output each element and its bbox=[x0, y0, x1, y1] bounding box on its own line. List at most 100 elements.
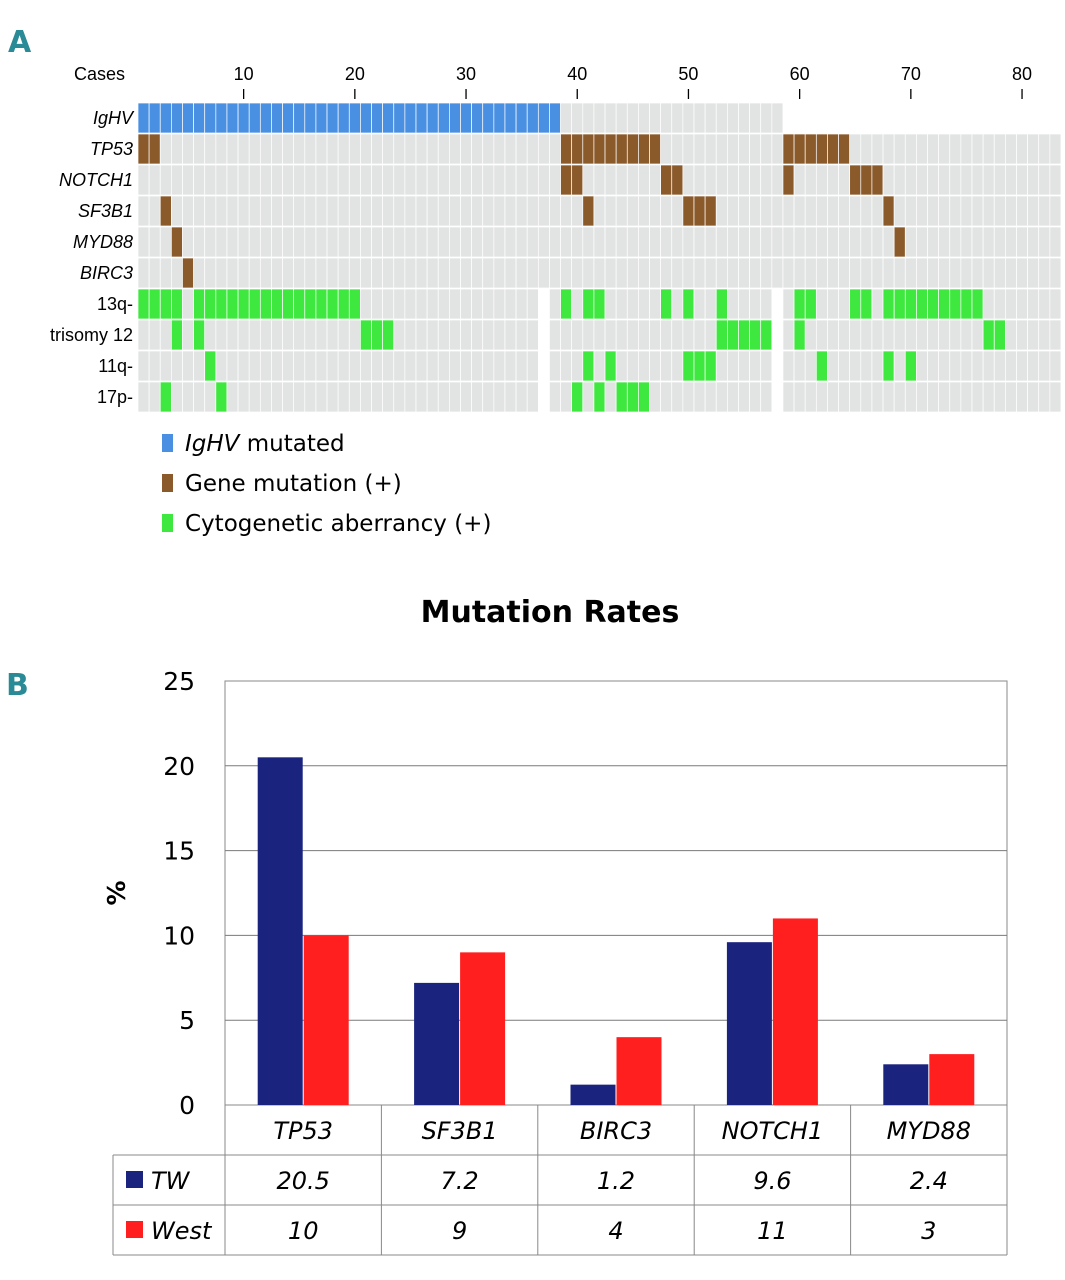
panel-b-label: B bbox=[6, 668, 29, 703]
empty-cell bbox=[394, 351, 405, 381]
empty-cell bbox=[527, 351, 538, 381]
empty-cell bbox=[1005, 227, 1016, 257]
empty-cell bbox=[472, 196, 483, 226]
empty-cell bbox=[1039, 382, 1050, 412]
positive-cell bbox=[972, 289, 983, 319]
empty-cell bbox=[994, 382, 1005, 412]
empty-cell bbox=[1005, 289, 1016, 319]
empty-cell bbox=[627, 103, 638, 133]
empty-cell bbox=[805, 351, 816, 381]
row-label: BIRC3 bbox=[80, 263, 133, 283]
positive-cell bbox=[160, 289, 171, 319]
empty-cell bbox=[460, 227, 471, 257]
empty-cell bbox=[627, 227, 638, 257]
empty-cell bbox=[405, 258, 416, 288]
empty-cell bbox=[138, 196, 149, 226]
positive-cell bbox=[205, 103, 216, 133]
empty-cell bbox=[427, 196, 438, 226]
empty-cell bbox=[260, 165, 271, 195]
empty-cell bbox=[716, 227, 727, 257]
positive-cell bbox=[816, 351, 827, 381]
empty-cell bbox=[438, 196, 449, 226]
empty-cell bbox=[1016, 227, 1027, 257]
empty-cell bbox=[727, 227, 738, 257]
y-tick-label: 10 bbox=[163, 921, 195, 950]
empty-cell bbox=[839, 258, 850, 288]
chart-title: Mutation Rates bbox=[421, 595, 680, 630]
positive-cell bbox=[194, 103, 205, 133]
empty-cell bbox=[950, 382, 961, 412]
empty-cell bbox=[327, 258, 338, 288]
positive-cell bbox=[294, 289, 305, 319]
y-tick-label: 25 bbox=[163, 667, 195, 696]
empty-cell bbox=[905, 196, 916, 226]
empty-cell bbox=[705, 165, 716, 195]
positive-cell bbox=[616, 134, 627, 164]
empty-cell bbox=[271, 382, 282, 412]
empty-cell bbox=[160, 351, 171, 381]
empty-cell bbox=[338, 351, 349, 381]
empty-cell bbox=[372, 382, 383, 412]
empty-cell bbox=[794, 351, 805, 381]
empty-cell bbox=[750, 103, 761, 133]
empty-cell bbox=[650, 227, 661, 257]
positive-cell bbox=[438, 103, 449, 133]
empty-cell bbox=[661, 351, 672, 381]
empty-cell bbox=[794, 382, 805, 412]
empty-cell bbox=[638, 320, 649, 350]
empty-cell bbox=[839, 227, 850, 257]
empty-cell bbox=[383, 227, 394, 257]
empty-cell bbox=[316, 320, 327, 350]
empty-cell bbox=[394, 134, 405, 164]
empty-cell bbox=[438, 258, 449, 288]
empty-cell bbox=[316, 196, 327, 226]
empty-cell bbox=[627, 165, 638, 195]
empty-cell bbox=[772, 103, 783, 133]
empty-cell bbox=[705, 258, 716, 288]
empty-cell bbox=[516, 165, 527, 195]
empty-cell bbox=[316, 382, 327, 412]
positive-cell bbox=[883, 351, 894, 381]
empty-cell bbox=[772, 196, 783, 226]
empty-cell bbox=[650, 165, 661, 195]
empty-cell bbox=[360, 258, 371, 288]
empty-cell bbox=[750, 196, 761, 226]
bar-tw bbox=[883, 1064, 928, 1105]
empty-cell bbox=[872, 320, 883, 350]
row-label: TP53 bbox=[90, 139, 133, 159]
empty-cell bbox=[138, 351, 149, 381]
empty-cell bbox=[905, 382, 916, 412]
empty-cell bbox=[182, 134, 193, 164]
empty-cell bbox=[1005, 351, 1016, 381]
empty-cell bbox=[594, 227, 605, 257]
empty-cell bbox=[672, 134, 683, 164]
positive-cell bbox=[416, 103, 427, 133]
empty-cell bbox=[483, 258, 494, 288]
empty-cell bbox=[650, 289, 661, 319]
positive-cell bbox=[494, 103, 505, 133]
positive-cell bbox=[138, 289, 149, 319]
y-tick-label: 20 bbox=[163, 752, 195, 781]
value-cell: 4 bbox=[608, 1217, 623, 1245]
empty-cell bbox=[149, 382, 160, 412]
empty-cell bbox=[983, 351, 994, 381]
empty-cell bbox=[372, 258, 383, 288]
empty-cell bbox=[360, 165, 371, 195]
empty-cell bbox=[160, 258, 171, 288]
empty-cell bbox=[483, 227, 494, 257]
case-tick-label: 30 bbox=[456, 64, 476, 84]
empty-cell bbox=[283, 382, 294, 412]
empty-cell bbox=[816, 382, 827, 412]
empty-cell bbox=[972, 382, 983, 412]
empty-cell bbox=[416, 320, 427, 350]
empty-cell bbox=[249, 382, 260, 412]
empty-cell bbox=[861, 382, 872, 412]
empty-cell bbox=[305, 382, 316, 412]
positive-cell bbox=[883, 196, 894, 226]
empty-cell bbox=[527, 165, 538, 195]
positive-cell bbox=[672, 165, 683, 195]
empty-cell bbox=[794, 258, 805, 288]
empty-cell bbox=[338, 227, 349, 257]
empty-cell bbox=[149, 165, 160, 195]
empty-cell bbox=[916, 196, 927, 226]
